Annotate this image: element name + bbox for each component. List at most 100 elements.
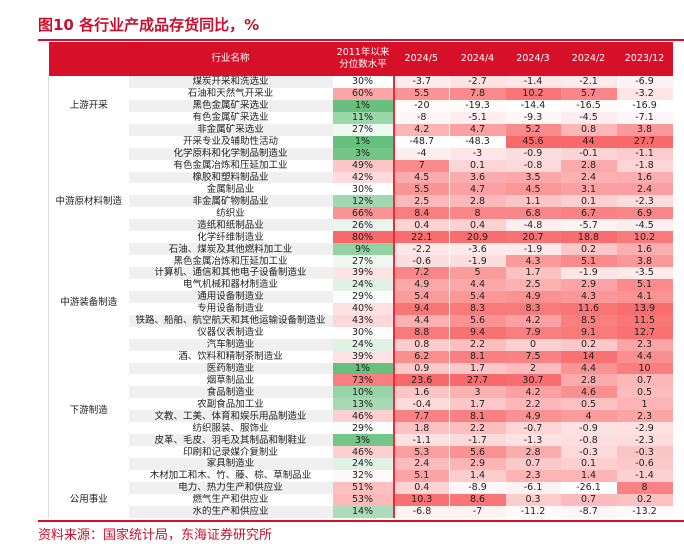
value-cell: -20 bbox=[393, 99, 450, 112]
value-cell: -6.8 bbox=[393, 505, 450, 518]
value-cell: -2.3 bbox=[616, 195, 673, 208]
value-cell: 10 bbox=[616, 362, 673, 375]
value-cell: 2.3 bbox=[616, 338, 673, 351]
header-row: 行业名称 2011年以来 分位数水平 2024/5 2024/4 2024/3 2… bbox=[48, 42, 673, 76]
industry-name: 黑色金属冶炼和压延加工业 bbox=[173, 255, 288, 267]
inventory-table: 行业名称 2011年以来 分位数水平 2024/5 2024/4 2024/3 2… bbox=[48, 42, 673, 518]
value-cell: -1.3 bbox=[505, 434, 561, 447]
value-cell: 2.4 bbox=[616, 183, 673, 196]
value-cell: 0.8 bbox=[560, 123, 617, 136]
value-cell: 8.3 bbox=[449, 302, 506, 315]
value-cell: -26.1 bbox=[560, 481, 617, 494]
value-cell: 5.7 bbox=[560, 87, 617, 100]
table-row: 黑色金属矿采选业 1% -20 -19.3 -14.4 -16.5 -16.9 bbox=[49, 99, 673, 112]
value-cell: 11.6 bbox=[560, 302, 617, 315]
percentile-cell: 1% bbox=[332, 362, 395, 375]
percentile-cell: 24% bbox=[332, 278, 395, 291]
col-header: 2024/2 bbox=[560, 42, 617, 76]
percentile-cell: 49% bbox=[332, 159, 395, 172]
value-cell: -0.9 bbox=[505, 147, 561, 160]
percentile-cell: 3% bbox=[332, 434, 395, 447]
table-row: 仪器仪表制造业 30% 8.8 9.4 7.9 9.1 12.7 bbox=[49, 326, 673, 339]
table-row: 酒、饮料和精制茶制造业 39% 6.2 8.1 7.5 14 4.4 bbox=[49, 350, 673, 363]
value-cell: 3.5 bbox=[505, 171, 561, 184]
value-cell: 8.6 bbox=[449, 493, 506, 506]
table-row: 非金属矿采选业 27% 4.2 4.7 5.2 0.8 3.8 bbox=[49, 123, 673, 136]
value-cell: -1.4 bbox=[616, 469, 673, 482]
value-cell: -3.2 bbox=[616, 87, 673, 100]
value-cell: 6.2 bbox=[393, 350, 450, 363]
value-cell: 14 bbox=[560, 350, 617, 363]
table-row: 铁路、船舶、航空航天和其他运输设备制造业 43% 4.4 5.6 4.2 8.5 11.5 bbox=[49, 314, 673, 327]
percentile-cell: 39% bbox=[332, 267, 395, 279]
value-cell: 1.6 bbox=[393, 386, 450, 399]
value-cell: 22.1 bbox=[393, 231, 450, 244]
value-cell: -0.6 bbox=[393, 255, 450, 267]
value-cell: -2.9 bbox=[616, 422, 673, 435]
value-cell: 2.5 bbox=[393, 195, 450, 208]
percentile-cell: 60% bbox=[332, 87, 395, 100]
value-cell: 4.2 bbox=[393, 123, 450, 136]
value-cell: 8.8 bbox=[393, 326, 450, 339]
top-divider bbox=[38, 39, 684, 41]
value-cell: 4.5 bbox=[393, 171, 450, 184]
value-cell: 2.8 bbox=[449, 195, 506, 208]
value-cell: -11.2 bbox=[505, 505, 561, 518]
value-cell: 1.4 bbox=[449, 469, 506, 482]
value-cell: -4.5 bbox=[560, 111, 617, 124]
value-cell: -0.4 bbox=[393, 398, 450, 411]
value-cell: 0.7 bbox=[560, 493, 617, 506]
table-row: 下游制造 汽车制造业 24% 0.8 2.2 0 0.2 2.3 bbox=[48, 338, 673, 482]
value-cell: 1.4 bbox=[560, 469, 617, 482]
value-cell: 3 bbox=[449, 386, 506, 399]
value-cell: 7.9 bbox=[505, 326, 561, 339]
value-cell: 0.3 bbox=[505, 493, 561, 506]
percentile-cell: 24% bbox=[332, 338, 395, 351]
value-cell: 5 bbox=[449, 267, 506, 279]
table-row: 化学原料和化学制品制造业 3% -4 -3 -0.9 -0.1 -1.1 bbox=[49, 147, 673, 160]
value-cell: 5.5 bbox=[393, 87, 450, 100]
value-cell: -0.8 bbox=[505, 159, 561, 172]
value-cell: 4.3 bbox=[560, 290, 617, 303]
industry-name: 有色金属冶炼和压延加工业 bbox=[173, 160, 288, 172]
table-row: 造纸和纸制品业 26% 0.4 0.4 -4.8 -5.7 -4.5 bbox=[49, 219, 673, 232]
value-cell: 3.1 bbox=[560, 183, 617, 196]
percentile-cell: 13% bbox=[332, 398, 395, 411]
value-cell: -3.6 bbox=[449, 243, 506, 256]
value-cell: -14.4 bbox=[505, 99, 561, 112]
value-cell: -0.3 bbox=[616, 446, 673, 458]
value-cell: -9.3 bbox=[505, 111, 561, 124]
value-cell: -1.1 bbox=[616, 147, 673, 160]
value-cell: 4.4 bbox=[616, 350, 673, 363]
value-cell: -48.7 bbox=[393, 135, 450, 148]
value-cell: 5.3 bbox=[393, 446, 450, 458]
percentile-cell: 46% bbox=[332, 446, 395, 458]
table-row: 化学纤维制造业 80% 22.1 20.9 20.7 18.8 10.2 bbox=[49, 231, 673, 244]
value-cell: 8.4 bbox=[393, 207, 450, 220]
industry-name: 纺织业 bbox=[216, 207, 245, 219]
value-cell: -7 bbox=[449, 505, 506, 518]
percentile-cell: 29% bbox=[332, 290, 395, 303]
value-cell: 2.9 bbox=[560, 278, 617, 291]
value-cell: 1.6 bbox=[616, 171, 673, 184]
value-cell: 0.2 bbox=[616, 493, 673, 506]
percentile-cell: 30% bbox=[332, 183, 395, 196]
value-cell: 4.5 bbox=[505, 183, 561, 196]
value-cell: -1.1 bbox=[393, 434, 450, 447]
industry-name: 煤炭开采和洗选业 bbox=[128, 76, 333, 88]
table-row: 中游装备制造 计算机、通信和其他电子设备制造业 39% 7.2 5 1.7 -1.9 -3.5 bbox=[48, 267, 673, 339]
percentile-cell: 1% bbox=[332, 135, 395, 148]
table-row: 印刷和记录媒介复制业 46% 5.3 5.6 2.8 -0.3 -0.3 bbox=[49, 446, 673, 458]
table-row: 橡胶和塑料制品业 42% 4.5 3.6 3.5 2.4 1.6 bbox=[49, 171, 673, 184]
industry-name: 燃气生产和供应业 bbox=[192, 494, 269, 506]
value-cell: 7.7 bbox=[393, 410, 450, 423]
value-cell: -2.2 bbox=[393, 243, 450, 256]
percentile-cell: 73% bbox=[332, 374, 395, 387]
value-cell: 4.4 bbox=[560, 362, 617, 375]
value-cell: 27.7 bbox=[449, 374, 506, 387]
value-cell: -3.7 bbox=[393, 76, 450, 88]
value-cell: 2.2 bbox=[449, 338, 506, 351]
value-cell: 3.8 bbox=[616, 123, 673, 136]
group-label: 上游开采 bbox=[48, 76, 129, 136]
value-cell: 4.9 bbox=[505, 410, 561, 423]
